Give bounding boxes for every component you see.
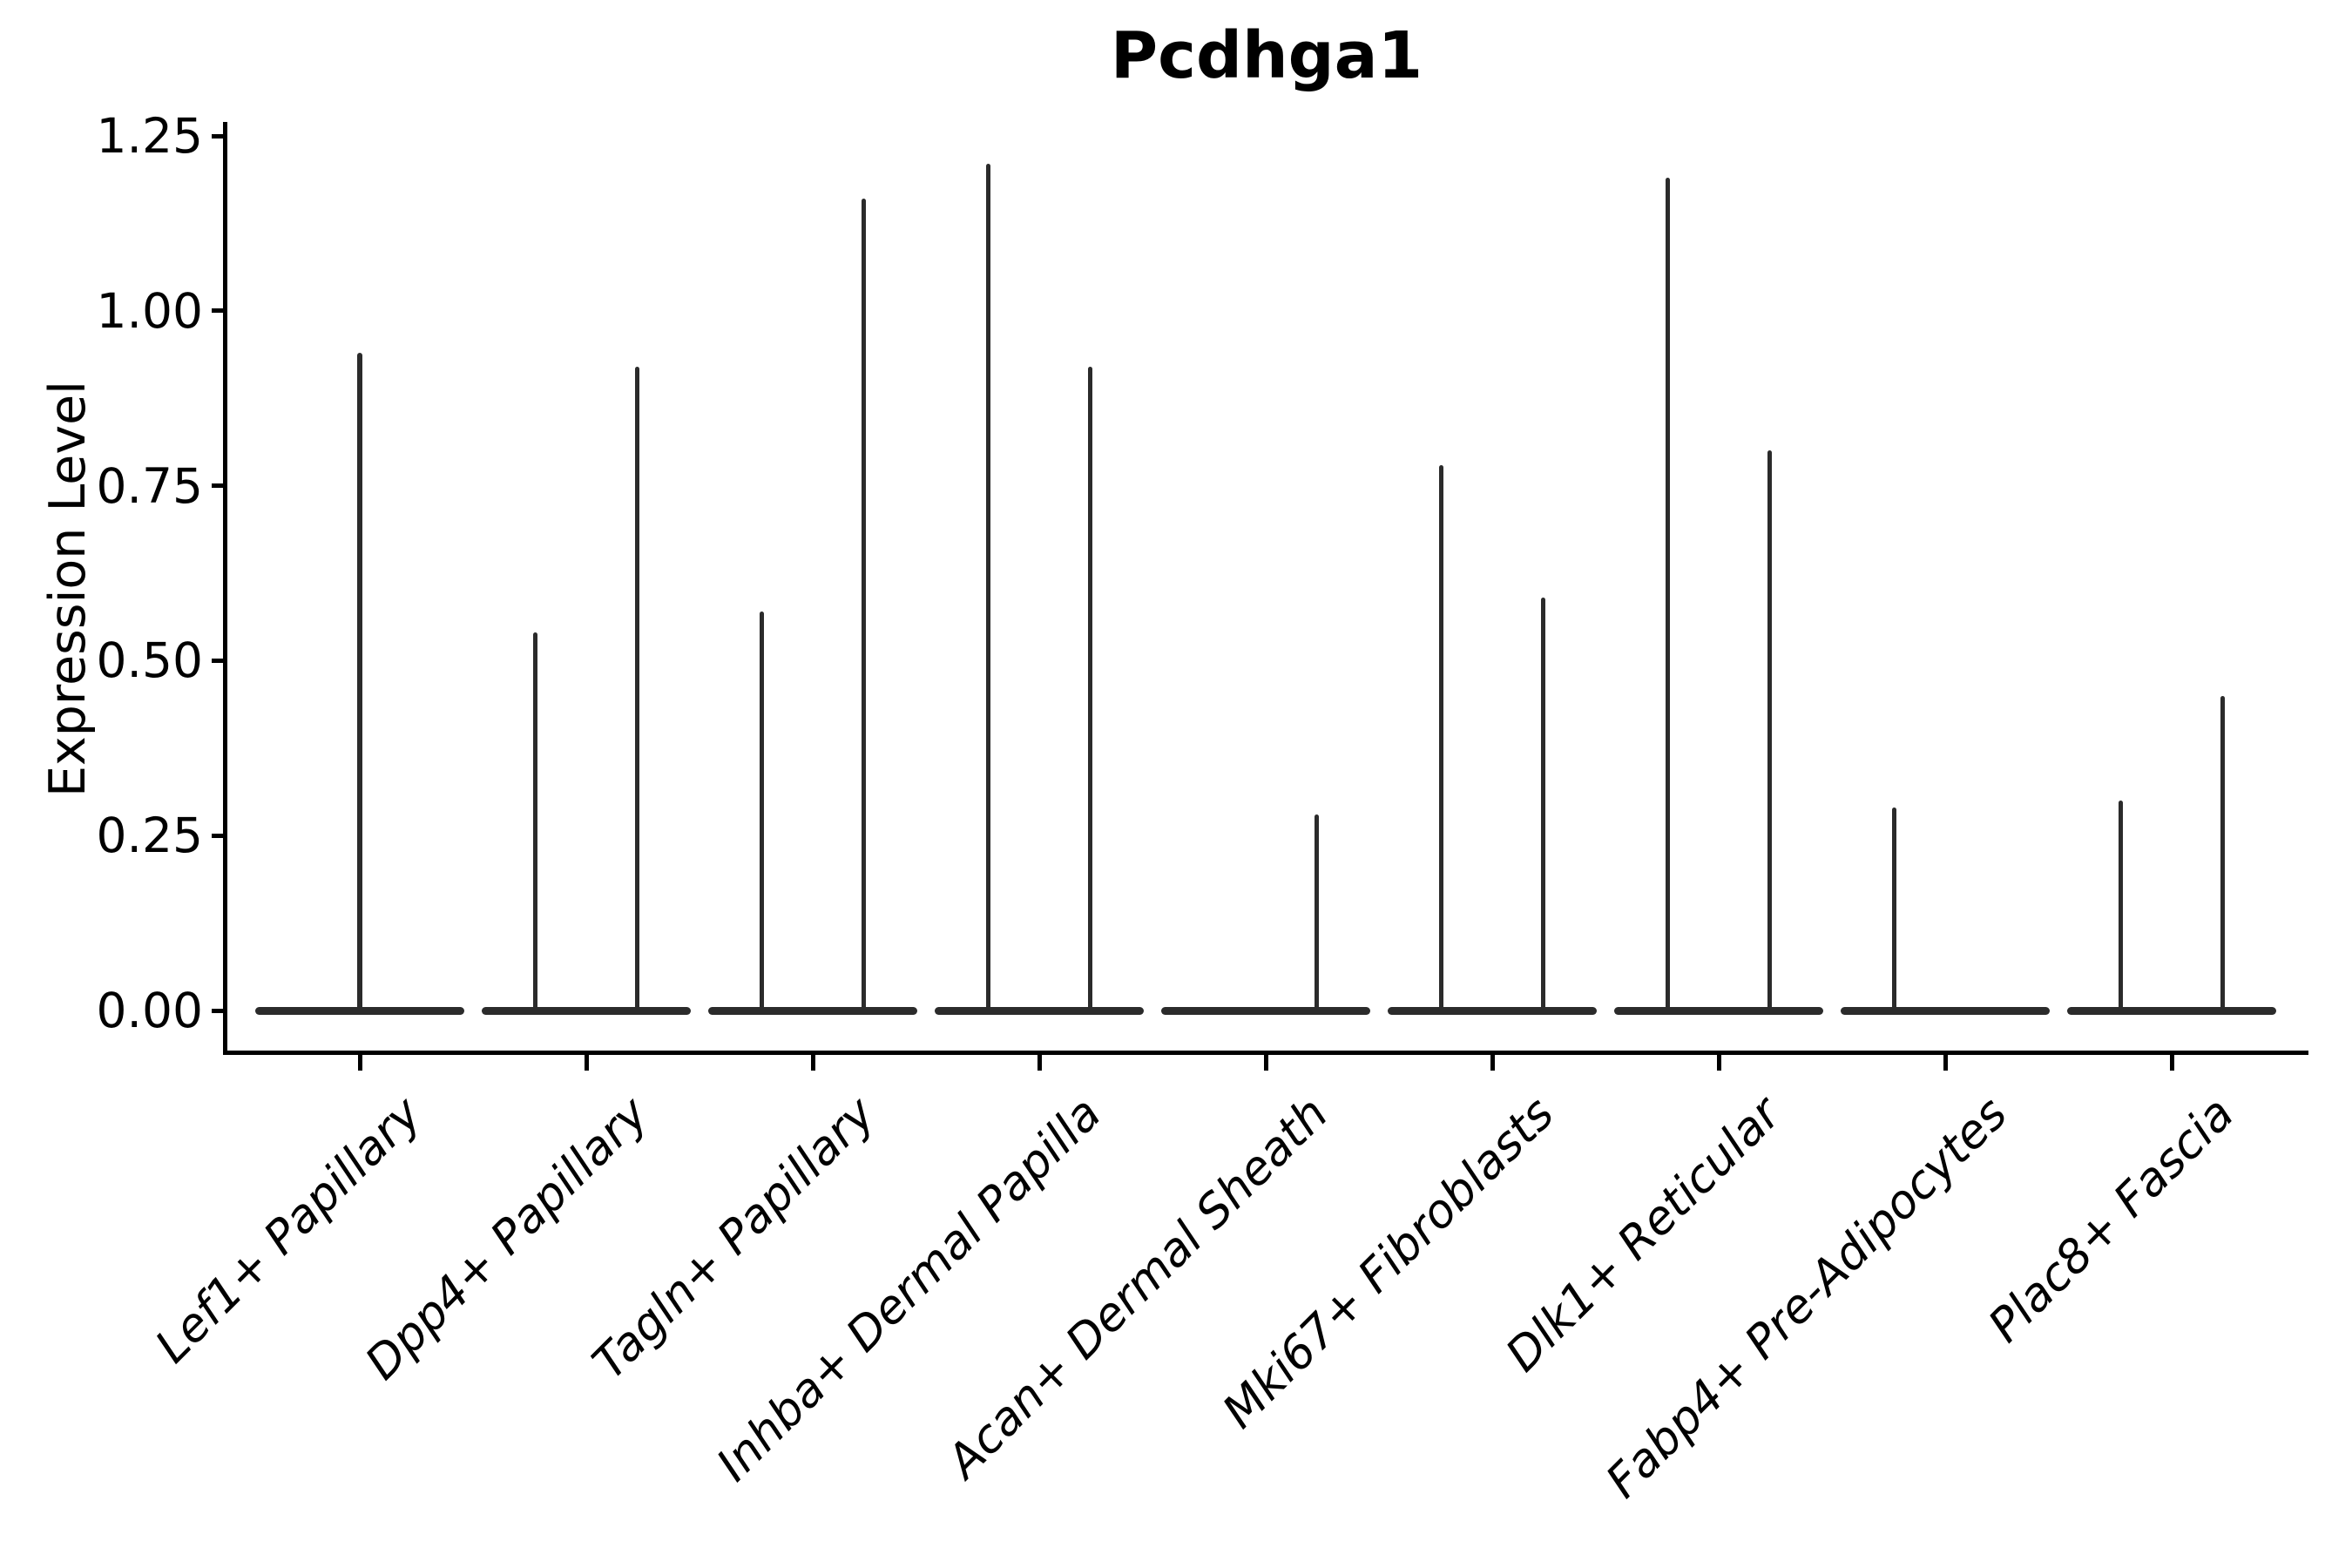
violin-base (1161, 1006, 1370, 1015)
y-tick-label: 0.25 (96, 808, 203, 864)
y-tick-label: 0.75 (96, 457, 203, 514)
y-tick-mark (212, 1008, 224, 1013)
x-tick-mark (1716, 1052, 1721, 1071)
x-tick-label: Inhba+ Dermal Papilla (706, 1086, 1112, 1492)
x-tick-label: Acan+ Dermal Sheath (936, 1086, 1339, 1489)
violin-spike (634, 367, 640, 1014)
violin-base (1614, 1006, 1823, 1015)
violin-spike (2118, 801, 2124, 1014)
chart-title: Pcdhga1 (1110, 18, 1423, 93)
y-tick-mark (212, 833, 224, 838)
x-tick-label: Fabp4+ Pre-Adipocytes (1596, 1086, 2018, 1509)
violin-spike (985, 164, 991, 1014)
x-tick-mark (1263, 1052, 1268, 1071)
violin-spike (759, 612, 765, 1014)
y-axis-spine (223, 122, 227, 1055)
violin-base (1841, 1006, 2050, 1015)
violin-spike (2220, 695, 2226, 1014)
y-tick-mark (212, 133, 224, 139)
x-tick-mark (2169, 1052, 2174, 1071)
violin-spike (1438, 464, 1444, 1014)
y-tick-label: 0.00 (96, 983, 203, 1038)
violin-spike (1891, 808, 1897, 1014)
x-tick-mark (357, 1052, 362, 1071)
violin-spike (1087, 367, 1093, 1014)
violin-base (482, 1006, 691, 1015)
y-tick-mark (212, 483, 224, 489)
violin-spike (532, 632, 538, 1014)
y-axis-label: Expression Level (39, 381, 97, 797)
y-tick-mark (212, 658, 224, 663)
x-tick-label: Plac8+ Fascia (1978, 1086, 2245, 1353)
violin-base (708, 1006, 917, 1015)
violin-base (935, 1006, 1144, 1015)
y-tick-label: 1.25 (96, 108, 203, 164)
violin-spike (1540, 598, 1546, 1014)
violin-base (2067, 1006, 2276, 1015)
y-tick-label: 0.50 (96, 632, 203, 689)
x-tick-mark (810, 1052, 815, 1071)
violin-base (1388, 1006, 1597, 1015)
x-tick-mark (1037, 1052, 1042, 1071)
violin-spike (1767, 450, 1773, 1014)
violin-spike (861, 199, 867, 1014)
y-tick-label: 1.00 (96, 282, 203, 339)
violin-spike (357, 352, 362, 1014)
y-tick-mark (212, 308, 224, 314)
x-tick-mark (1943, 1052, 1948, 1071)
violin-spike (1665, 178, 1671, 1014)
x-tick-mark (584, 1052, 589, 1071)
x-tick-mark (1490, 1052, 1495, 1071)
violin-spike (1314, 814, 1320, 1014)
